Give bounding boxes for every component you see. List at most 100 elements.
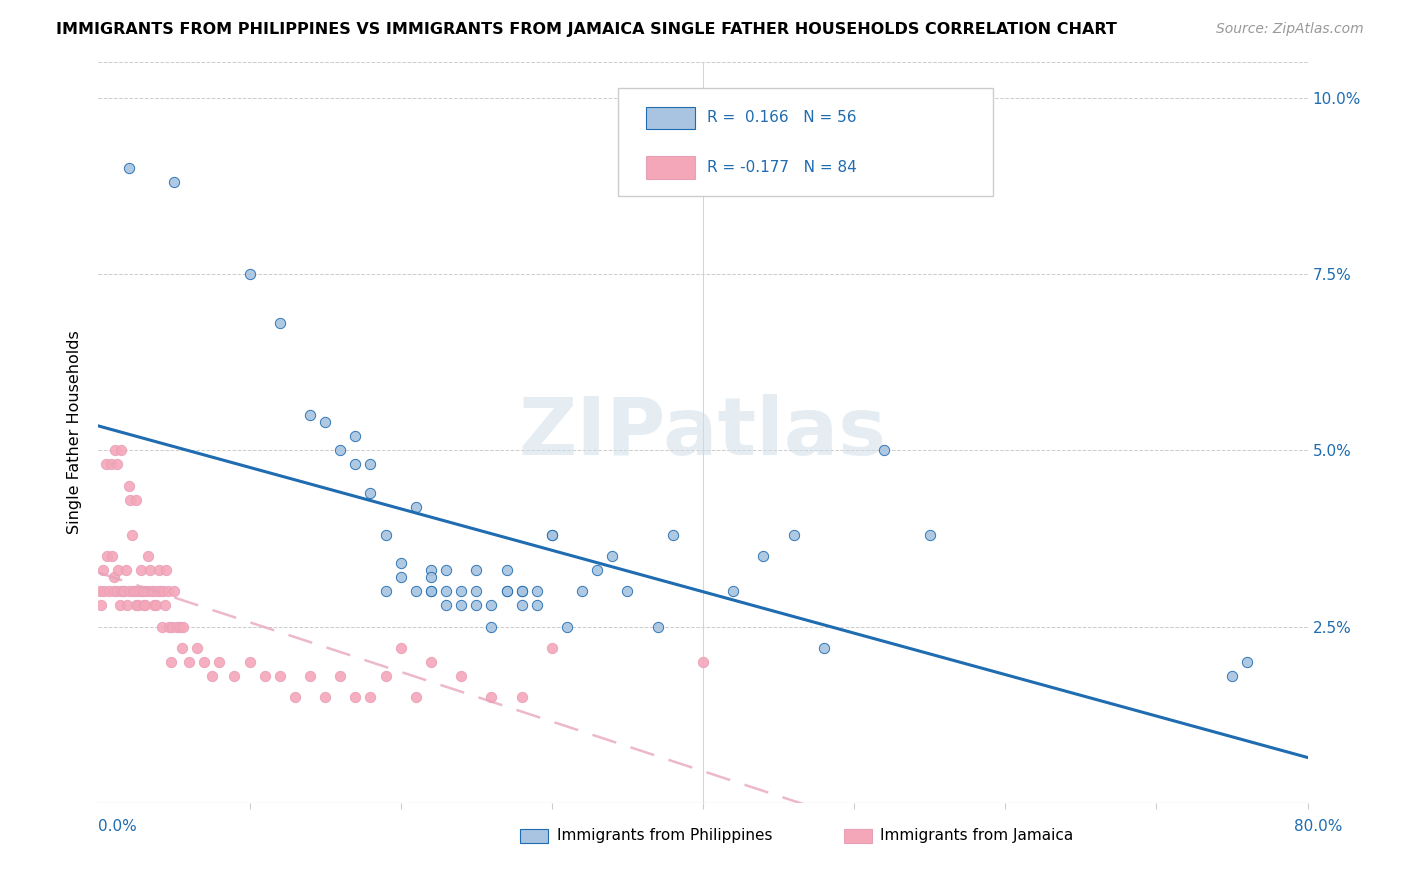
Point xyxy=(125,492,148,507)
Point xyxy=(873,443,896,458)
Point xyxy=(405,690,427,704)
Point xyxy=(647,619,669,633)
Point xyxy=(98,584,121,599)
Point xyxy=(163,175,186,189)
Point xyxy=(481,690,503,704)
Point xyxy=(450,584,472,599)
Point xyxy=(145,599,167,613)
Point xyxy=(420,655,443,669)
Point xyxy=(586,563,609,577)
Point xyxy=(139,563,162,577)
Point xyxy=(450,599,472,613)
Point xyxy=(110,584,132,599)
Point xyxy=(94,458,117,472)
Point xyxy=(450,669,472,683)
Point xyxy=(616,584,638,599)
Point xyxy=(104,443,127,458)
Point xyxy=(100,458,122,472)
Point xyxy=(526,584,548,599)
Point xyxy=(344,458,367,472)
Point xyxy=(405,584,427,599)
Point xyxy=(152,584,174,599)
Point xyxy=(170,640,193,655)
Point xyxy=(269,669,291,683)
Point xyxy=(128,584,150,599)
Point xyxy=(510,599,533,613)
Point xyxy=(172,619,194,633)
Point xyxy=(108,599,131,613)
Point xyxy=(186,640,208,655)
Point xyxy=(344,429,367,443)
Text: Immigrants from Jamaica: Immigrants from Jamaica xyxy=(880,829,1073,843)
FancyBboxPatch shape xyxy=(647,107,695,129)
Point xyxy=(1220,669,1243,683)
Point xyxy=(420,570,443,584)
Point xyxy=(329,669,352,683)
Point xyxy=(163,584,186,599)
Point xyxy=(122,584,145,599)
Point xyxy=(510,584,533,599)
Point xyxy=(103,570,125,584)
Point xyxy=(91,563,114,577)
FancyBboxPatch shape xyxy=(619,88,993,195)
Point xyxy=(118,584,141,599)
Point xyxy=(389,640,412,655)
Point xyxy=(481,599,503,613)
Point xyxy=(107,563,129,577)
Point xyxy=(111,584,134,599)
Point xyxy=(125,599,148,613)
Point xyxy=(224,669,246,683)
Point xyxy=(661,528,683,542)
Point xyxy=(89,584,111,599)
Point xyxy=(96,549,118,563)
Point xyxy=(134,599,156,613)
Text: ZIPatlas: ZIPatlas xyxy=(519,393,887,472)
Point xyxy=(143,599,166,613)
Point xyxy=(299,669,322,683)
Point xyxy=(166,619,188,633)
Point xyxy=(105,584,128,599)
Point xyxy=(465,563,488,577)
Point xyxy=(201,669,224,683)
Point xyxy=(131,584,153,599)
Point xyxy=(115,599,138,613)
Point xyxy=(344,690,367,704)
Point xyxy=(420,584,443,599)
Point xyxy=(465,584,488,599)
Point xyxy=(132,584,155,599)
Point xyxy=(269,316,291,330)
Point xyxy=(284,690,307,704)
Point xyxy=(153,599,176,613)
Point xyxy=(314,690,336,704)
Point xyxy=(103,584,125,599)
Point xyxy=(495,584,517,599)
Point xyxy=(141,584,163,599)
Point xyxy=(239,655,262,669)
Point xyxy=(540,640,562,655)
Point xyxy=(540,528,562,542)
Point xyxy=(149,584,172,599)
Text: R = -0.177   N = 84: R = -0.177 N = 84 xyxy=(707,160,856,175)
Point xyxy=(783,528,806,542)
Point xyxy=(118,478,141,492)
Point xyxy=(1236,655,1258,669)
Point xyxy=(120,492,142,507)
Point xyxy=(360,458,382,472)
Point xyxy=(510,584,533,599)
Point xyxy=(112,584,135,599)
Point xyxy=(253,669,276,683)
Point xyxy=(405,500,427,514)
Point xyxy=(723,584,745,599)
Point xyxy=(918,528,941,542)
Point xyxy=(150,619,173,633)
Point xyxy=(752,549,775,563)
Point xyxy=(159,619,181,633)
Point xyxy=(110,443,132,458)
Point xyxy=(169,619,191,633)
Point xyxy=(121,528,143,542)
Point xyxy=(420,584,443,599)
Point xyxy=(540,528,562,542)
Point xyxy=(813,640,835,655)
Point xyxy=(360,485,382,500)
Text: 80.0%: 80.0% xyxy=(1295,819,1343,834)
